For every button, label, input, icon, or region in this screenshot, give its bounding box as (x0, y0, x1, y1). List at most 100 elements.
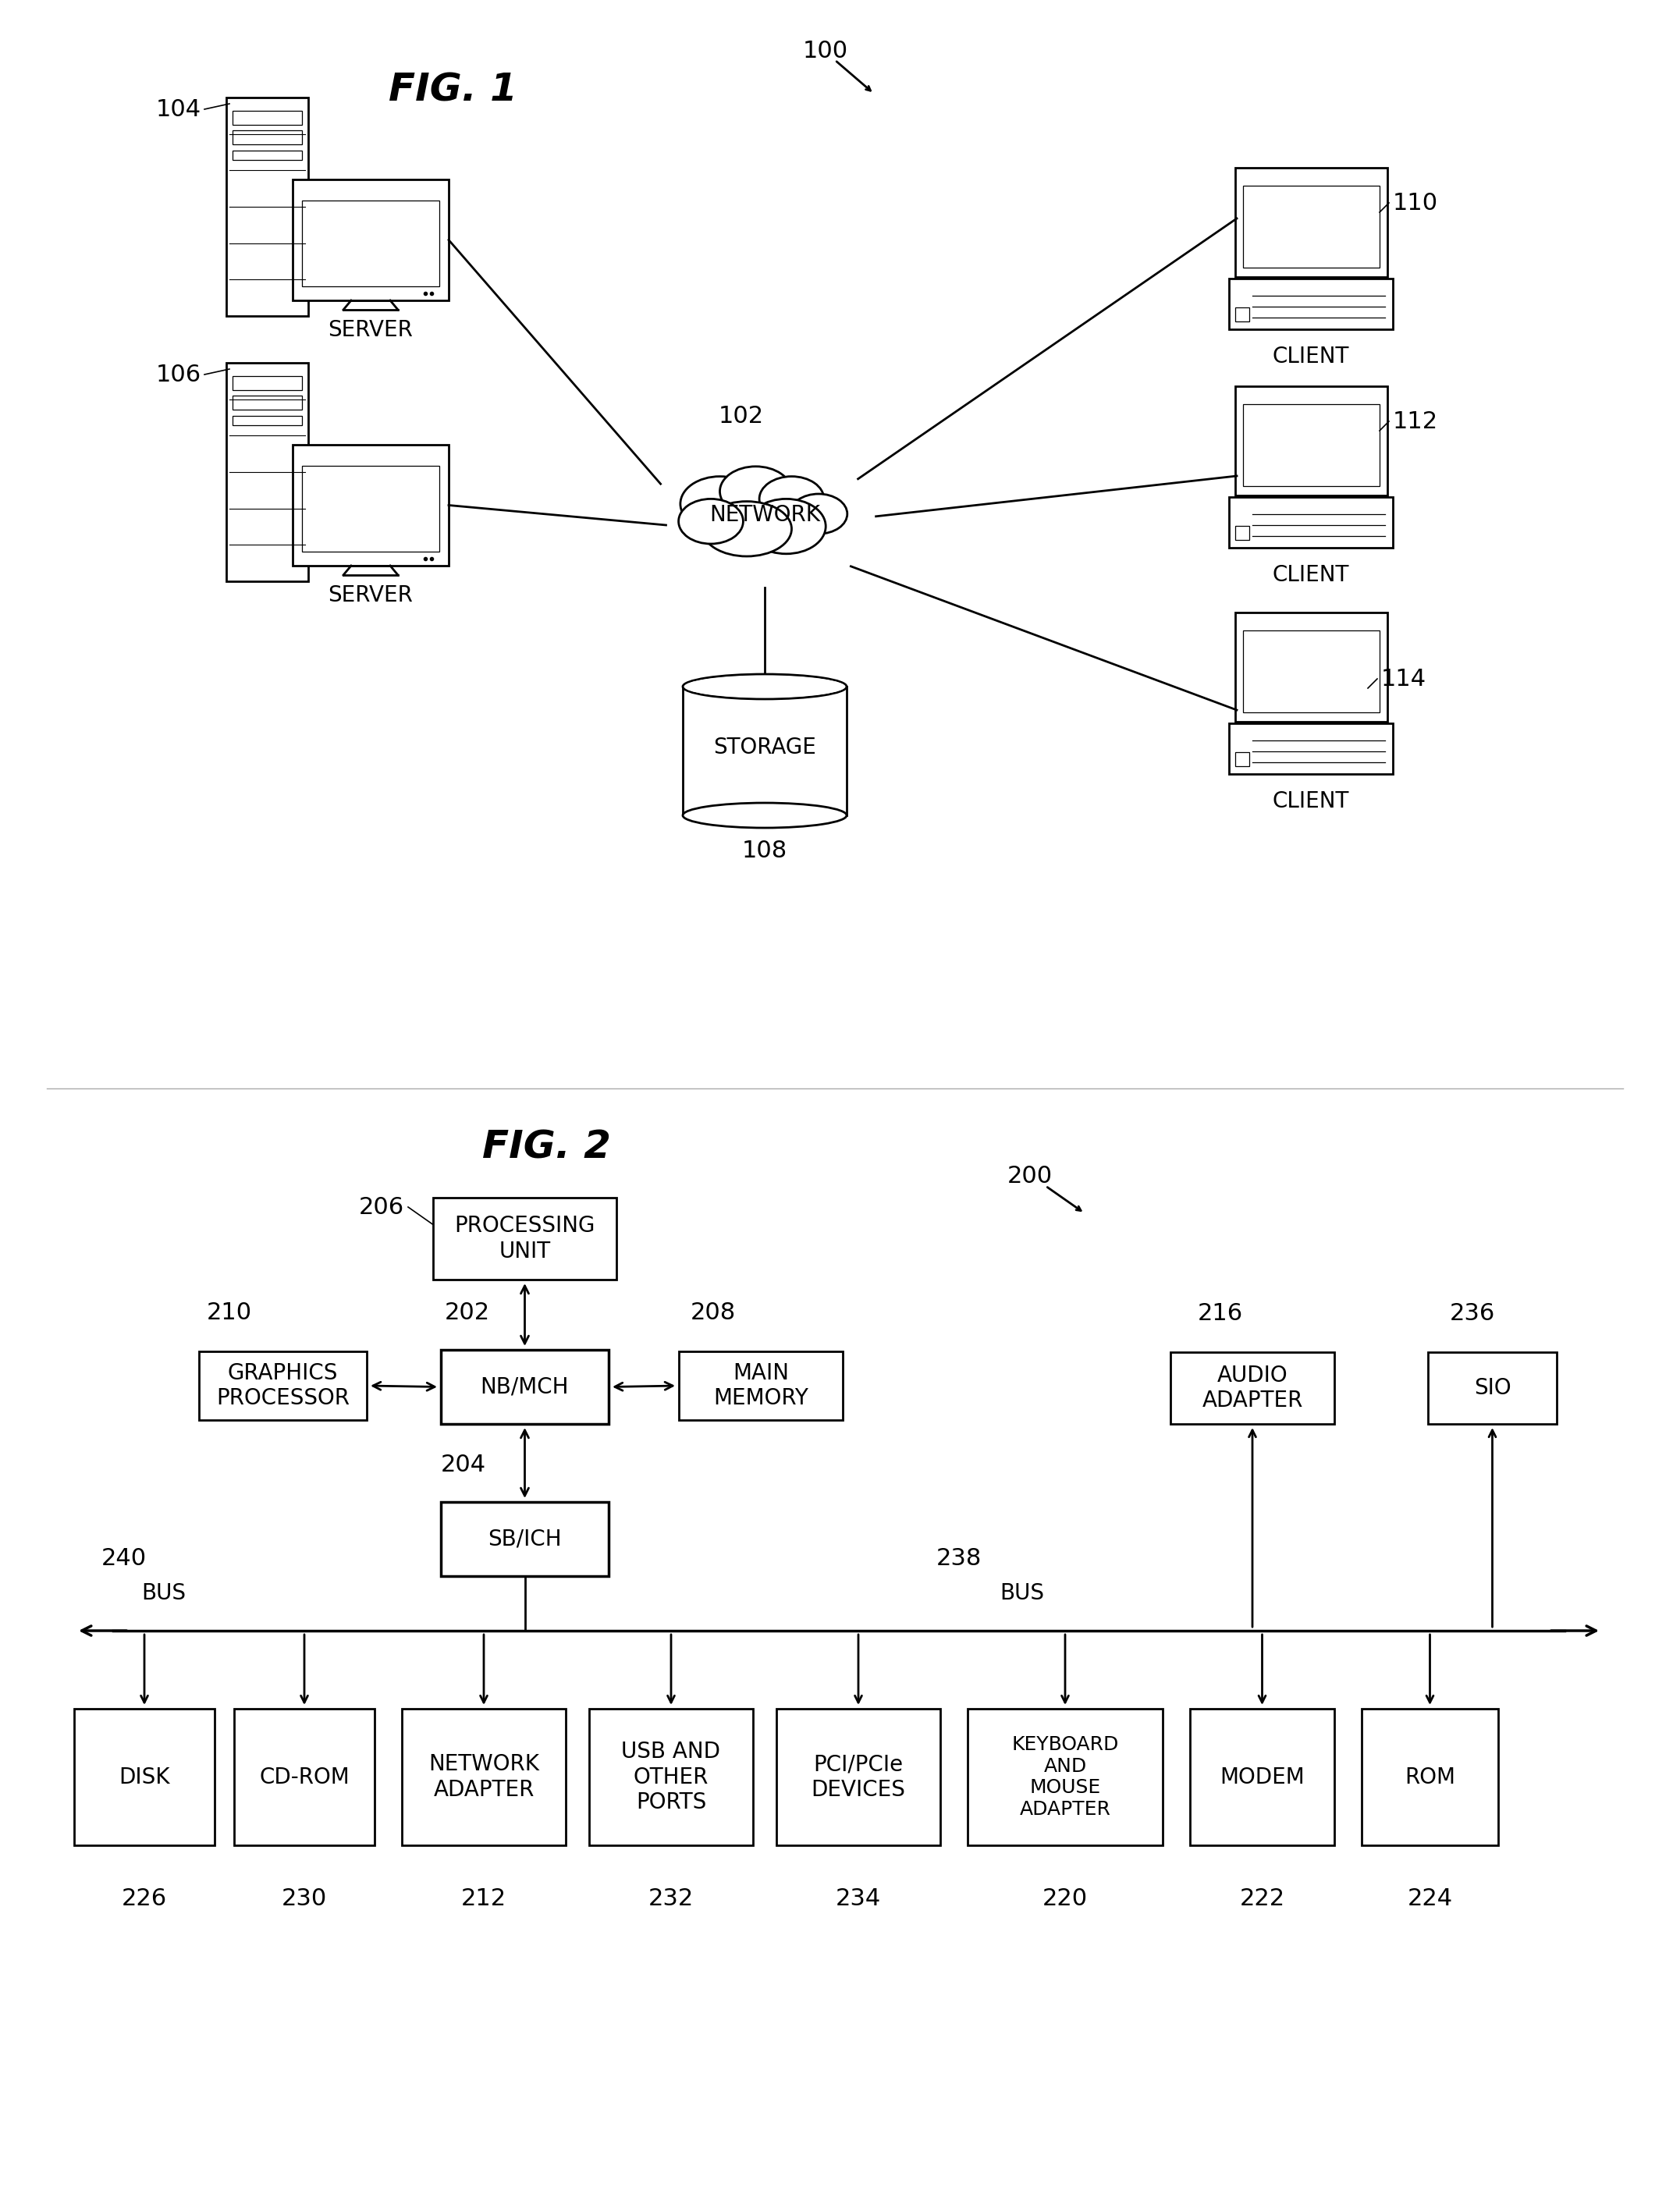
Ellipse shape (680, 476, 759, 531)
Bar (1171, 1352, 1334, 1425)
Text: 200: 200 (1008, 1164, 1053, 1188)
Bar (1235, 526, 1250, 540)
Text: NB/MCH: NB/MCH (480, 1376, 570, 1398)
Ellipse shape (684, 675, 845, 697)
Ellipse shape (746, 500, 827, 553)
Text: ROM: ROM (1404, 1765, 1455, 1787)
Bar (198, 1352, 366, 1420)
Bar (1243, 405, 1379, 487)
Text: 206: 206 (360, 1197, 405, 1219)
Bar (590, 1708, 753, 1845)
Text: 232: 232 (648, 1887, 694, 1909)
Ellipse shape (719, 467, 791, 515)
Text: CLIENT: CLIENT (1272, 790, 1349, 812)
Bar (227, 97, 307, 316)
Text: 230: 230 (282, 1887, 328, 1909)
Bar (402, 1708, 566, 1845)
Bar (1235, 168, 1388, 276)
Bar (968, 1708, 1163, 1845)
Bar (440, 1349, 608, 1425)
Text: 110: 110 (1393, 192, 1438, 215)
Bar (1235, 387, 1388, 495)
Bar (227, 363, 307, 582)
Text: NETWORK: NETWORK (709, 504, 820, 526)
Text: 106: 106 (156, 363, 202, 385)
Bar (302, 201, 438, 285)
Bar (776, 1708, 941, 1845)
Text: SERVER: SERVER (328, 319, 413, 341)
Bar (440, 1502, 608, 1577)
Text: 104: 104 (156, 97, 202, 119)
Text: SIO: SIO (1473, 1378, 1510, 1398)
Text: MODEM: MODEM (1220, 1765, 1305, 1787)
Bar (679, 1352, 843, 1420)
Text: 112: 112 (1393, 409, 1438, 434)
Bar (292, 445, 449, 566)
Text: PROCESSING
UNIT: PROCESSING UNIT (454, 1214, 595, 1263)
Text: BUS: BUS (1000, 1582, 1045, 1604)
Bar (292, 179, 449, 301)
Text: DISK: DISK (119, 1765, 170, 1787)
Bar (682, 686, 847, 816)
Text: 204: 204 (440, 1453, 486, 1475)
Bar (1230, 279, 1393, 330)
Bar (1189, 1708, 1334, 1845)
Text: 114: 114 (1381, 668, 1426, 690)
Bar (433, 1197, 617, 1279)
Bar (1235, 307, 1250, 321)
Text: 216: 216 (1198, 1303, 1243, 1325)
Text: 212: 212 (460, 1887, 506, 1909)
Text: 202: 202 (445, 1301, 491, 1323)
Text: 220: 220 (1043, 1887, 1087, 1909)
Bar (1243, 630, 1379, 712)
Text: USB AND
OTHER
PORTS: USB AND OTHER PORTS (622, 1741, 721, 1814)
Bar (1235, 613, 1388, 721)
Bar (232, 416, 302, 425)
Text: NETWORK
ADAPTER: NETWORK ADAPTER (428, 1754, 539, 1801)
Text: 240: 240 (101, 1548, 146, 1571)
Text: 222: 222 (1240, 1887, 1285, 1909)
Text: BUS: BUS (141, 1582, 186, 1604)
Bar (1243, 186, 1379, 268)
Text: SB/ICH: SB/ICH (487, 1528, 561, 1551)
Text: 234: 234 (835, 1887, 880, 1909)
Bar (1428, 1352, 1557, 1425)
Text: CLIENT: CLIENT (1272, 345, 1349, 367)
Bar (302, 467, 438, 551)
Ellipse shape (682, 803, 847, 827)
Bar (1230, 498, 1393, 549)
Text: 108: 108 (743, 838, 788, 863)
Text: GRAPHICS
PROCESSOR: GRAPHICS PROCESSOR (217, 1363, 349, 1409)
Bar (234, 1708, 375, 1845)
Text: 238: 238 (936, 1548, 981, 1571)
Text: 208: 208 (690, 1301, 736, 1323)
Bar (74, 1708, 215, 1845)
Text: CLIENT: CLIENT (1272, 564, 1349, 586)
Bar (232, 376, 302, 389)
Text: FIG. 1: FIG. 1 (388, 71, 517, 108)
Text: 100: 100 (803, 40, 848, 62)
Text: MAIN
MEMORY: MAIN MEMORY (714, 1363, 808, 1409)
Bar (232, 111, 302, 124)
Text: STORAGE: STORAGE (714, 737, 816, 759)
Text: 102: 102 (719, 405, 764, 427)
Bar (232, 131, 302, 144)
Text: AUDIO
ADAPTER: AUDIO ADAPTER (1201, 1365, 1304, 1411)
Ellipse shape (759, 476, 823, 522)
Text: 224: 224 (1408, 1887, 1453, 1909)
Text: 236: 236 (1450, 1303, 1495, 1325)
Text: PCI/PCIe
DEVICES: PCI/PCIe DEVICES (811, 1754, 906, 1801)
Text: KEYBOARD
AND
MOUSE
ADAPTER: KEYBOARD AND MOUSE ADAPTER (1011, 1734, 1119, 1818)
Bar (232, 396, 302, 409)
Text: FIG. 2: FIG. 2 (482, 1128, 610, 1166)
Ellipse shape (682, 675, 847, 699)
Bar (232, 150, 302, 159)
Text: CD-ROM: CD-ROM (259, 1765, 349, 1787)
Text: 210: 210 (207, 1301, 252, 1323)
Text: SERVER: SERVER (328, 584, 413, 606)
Ellipse shape (679, 500, 743, 544)
Bar (1230, 723, 1393, 774)
Bar (1235, 752, 1250, 765)
Text: 226: 226 (121, 1887, 166, 1909)
Ellipse shape (790, 493, 847, 533)
